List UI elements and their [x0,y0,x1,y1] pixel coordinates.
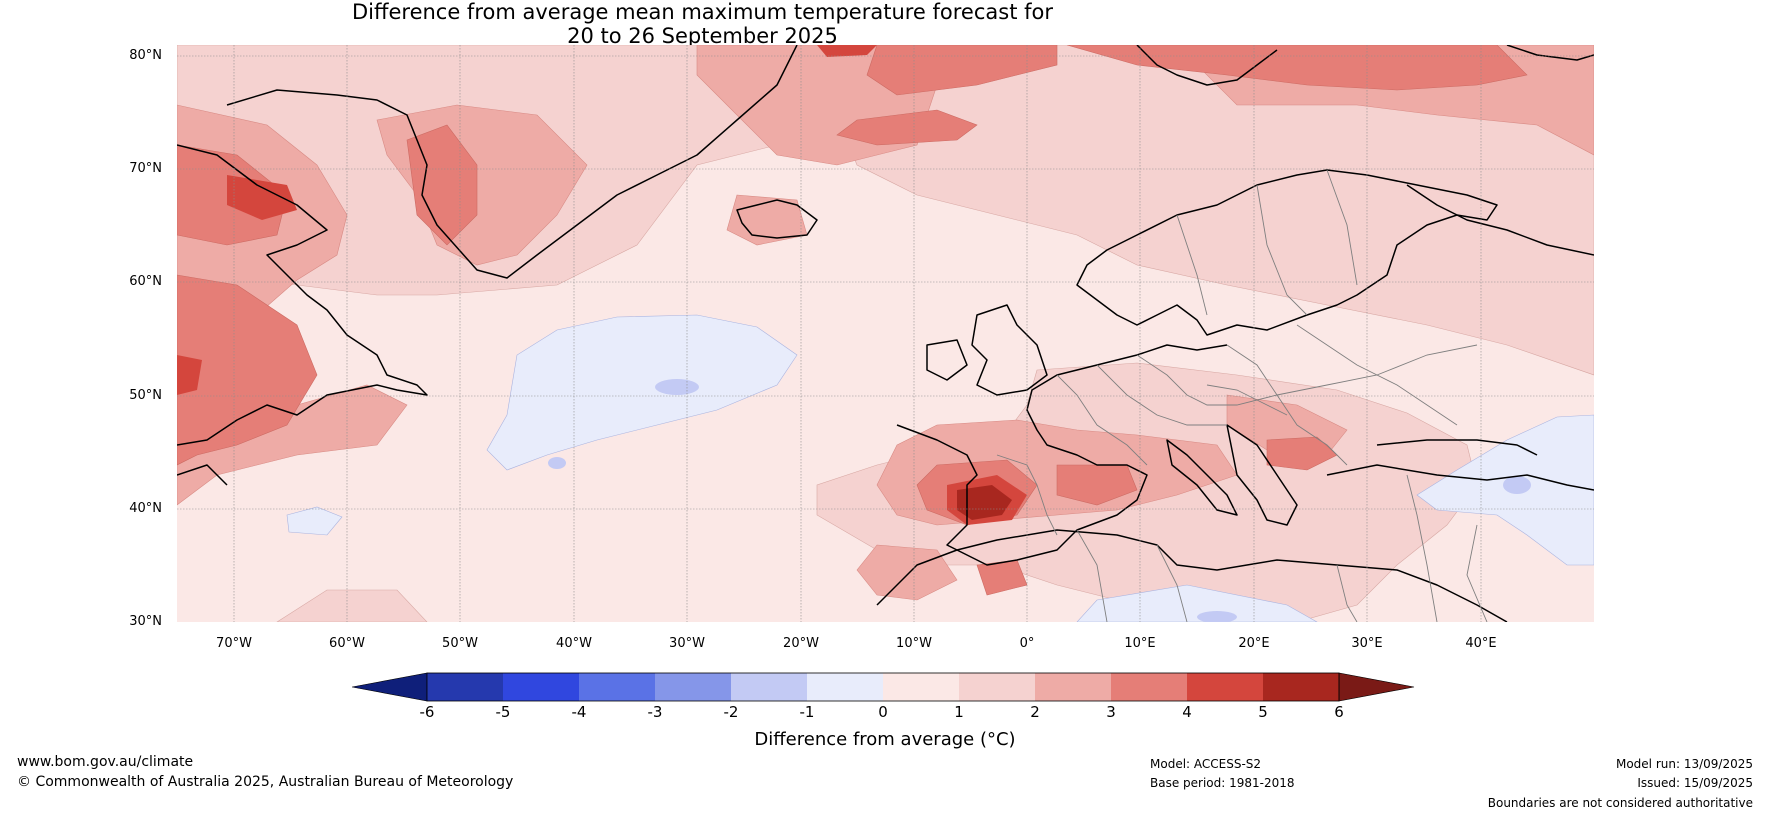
colorbar-tick-minus-3: -3 [647,703,663,721]
footer-model: Model: ACCESS-S2 [1150,757,1262,771]
colorbar-tick-minus-2: -2 [723,703,739,721]
colorbar-cell [427,673,503,701]
anomaly-5-to-6 [957,485,1012,520]
colorbar-tick-0: 0 [878,703,888,721]
graticule [177,45,1594,622]
lat-label-30n: 30°N [129,614,162,629]
colorbar-tick-3: 3 [1106,703,1116,721]
colorbar-tick-6: 6 [1334,703,1344,721]
colorbar-tick-1: 1 [954,703,964,721]
colorbar [352,672,1415,702]
footer-model-run: Model run: 13/09/2025 [1615,757,1753,771]
lon-label-70w: 70°W [216,636,252,651]
anomaly-minus-1-to-minus-2 [548,379,1531,622]
colorbar-cell [655,673,731,701]
lat-label-70n: 70°N [129,161,162,176]
colorbar-tick-minus-5: -5 [495,703,511,721]
forecast-map[interactable] [177,45,1594,622]
colorbar-cell [1187,673,1263,701]
lon-label-60w: 60°W [329,636,365,651]
colorbar-cell [1035,673,1111,701]
lat-label-80n: 80°N [129,48,162,63]
colorbar-tick-2: 2 [1030,703,1040,721]
lat-label-60n: 60°N [129,274,162,289]
chart-title: Difference from average mean maximum tem… [0,0,1405,48]
colorbar-cell [731,673,807,701]
lon-label-30e: 30°E [1351,636,1383,651]
lat-label-50n: 50°N [129,388,162,403]
colorbar-cell-below [352,672,428,702]
colorbar-cell [1263,673,1339,701]
colorbar-cell [579,673,655,701]
lon-label-20w: 20°W [783,636,819,651]
footer-issued: Issued: 15/09/2025 [1637,776,1753,790]
colorbar-tick-4: 4 [1182,703,1192,721]
colorbar-cell [1111,673,1187,701]
footer-disclaimer: Boundaries are not considered authoritat… [1487,796,1753,810]
lon-label-10e: 10°E [1124,636,1156,651]
lon-label-10w: 10°W [896,636,932,651]
colorbar-label: Difference from average (°C) [754,729,1016,750]
colorbar-cell [883,673,959,701]
footer-website-link[interactable]: www.bom.gov.au/climate [17,754,194,770]
title-line-1: Difference from average mean maximum tem… [352,0,1053,24]
lon-label-40e: 40°E [1465,636,1497,651]
title-line-2: 20 to 26 September 2025 [567,24,838,48]
colorbar-cell-above [1338,672,1415,702]
colorbar-tick-minus-6: -6 [419,703,435,721]
colorbar-cell [959,673,1035,701]
colorbar-cell [807,673,883,701]
colorbar-tick-minus-4: -4 [571,703,587,721]
lon-label-20e: 20°E [1238,636,1270,651]
colorbar-tick-5: 5 [1258,703,1268,721]
lon-label-40w: 40°W [556,636,592,651]
lat-label-40n: 40°N [129,501,162,516]
lon-label-50w: 50°W [442,636,478,651]
colorbar-cell [503,673,579,701]
lon-label-30w: 30°W [669,636,705,651]
anomaly-0-to-minus-1 [286,314,1594,622]
country-borders [996,169,1488,622]
footer-copyright: © Commonwealth of Australia 2025, Austra… [17,774,514,790]
footer-base-period: Base period: 1981-2018 [1150,776,1295,790]
lon-label-0: 0° [1019,636,1035,651]
colorbar-tick-minus-1: -1 [799,703,815,721]
